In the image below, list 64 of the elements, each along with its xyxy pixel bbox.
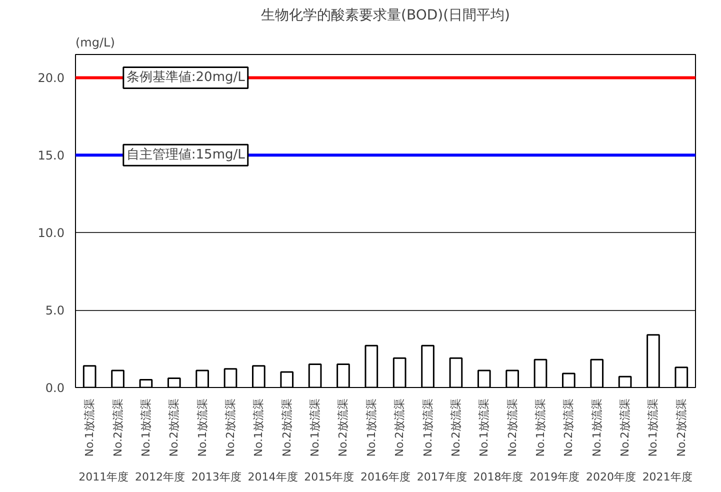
x-tick-label: No.2放流渠 [562, 398, 576, 457]
bar [477, 370, 491, 388]
bar [674, 366, 688, 388]
x-tick-label: No.2放流渠 [506, 398, 519, 457]
x-tick-label: No.2放流渠 [674, 398, 688, 457]
bar [308, 364, 322, 388]
x-tick-label: No.1放流渠 [364, 398, 378, 457]
y-tick-label: 10.0 [38, 226, 64, 240]
y-axis-title: (mg/L) [76, 36, 115, 50]
x-tick-label: No.2放流渠 [393, 398, 406, 457]
x-tick-label: No.1放流渠 [83, 398, 96, 457]
y-tick-label: 15.0 [38, 148, 64, 163]
text: 2018年度 [473, 470, 524, 484]
x-tick-label: No.1放流渠 [308, 398, 322, 457]
x-tick-label: No.2放流渠 [111, 398, 124, 457]
text: 2021年度 [642, 470, 692, 484]
bar [111, 370, 124, 388]
text: 2013年度 [191, 470, 242, 484]
x-tick-label: No.2放流渠 [168, 398, 181, 457]
bar [167, 377, 181, 388]
bar [506, 370, 519, 388]
ref-line-label: 条例基準値:20mg/L [126, 70, 246, 86]
x-tick-label: No.2放流渠 [449, 398, 462, 457]
x-tick-label: No.1放流渠 [139, 398, 152, 457]
x-tick-label: No.2放流渠 [336, 398, 350, 457]
x-tick-label: No.1放流渠 [646, 398, 660, 457]
y-tick-label: 0.0 [45, 381, 65, 395]
bar [336, 364, 350, 388]
y-tick-label: 20.0 [38, 71, 64, 86]
x-tick-label: No.2放流渠 [618, 398, 632, 457]
text: 2015年度 [304, 470, 354, 484]
x-tick-label: No.2放流渠 [280, 398, 294, 457]
x-tick-label: No.1放流渠 [196, 398, 209, 457]
bar [534, 358, 548, 388]
x-tick-label: No.1放流渠 [421, 398, 434, 457]
bar [590, 358, 604, 388]
bar [646, 334, 660, 388]
text: 2016年度 [360, 470, 411, 484]
bar [224, 368, 238, 388]
bar [364, 344, 378, 388]
bar [139, 379, 153, 388]
text: 2020年度 [586, 470, 636, 484]
chart-title: 生物化学的酸素要求量(BOD)(日間平均) [260, 8, 510, 24]
bar [449, 357, 463, 388]
bar [421, 344, 434, 388]
x-tick-label: No.1放流渠 [252, 398, 266, 457]
bar [196, 370, 209, 388]
text: 2011年度 [78, 470, 129, 484]
text: 2012年度 [135, 470, 186, 484]
x-tick-label: No.2放流渠 [224, 398, 237, 457]
y-tick-label: 5.0 [45, 304, 65, 318]
bar [280, 371, 294, 388]
bar [562, 372, 576, 388]
ref-line-label: 自主管理値:15mg/L [126, 146, 246, 163]
bar [392, 357, 406, 388]
x-tick-label: No.1放流渠 [590, 398, 604, 457]
text: 2014年度 [248, 470, 298, 484]
bar [82, 365, 96, 388]
bar [252, 365, 266, 388]
text: 2017年度 [416, 470, 467, 484]
x-tick-label: No.1放流渠 [478, 398, 491, 457]
x-tick-label: No.1放流渠 [534, 398, 547, 457]
text: 2019年度 [530, 470, 580, 484]
bar [618, 376, 632, 388]
